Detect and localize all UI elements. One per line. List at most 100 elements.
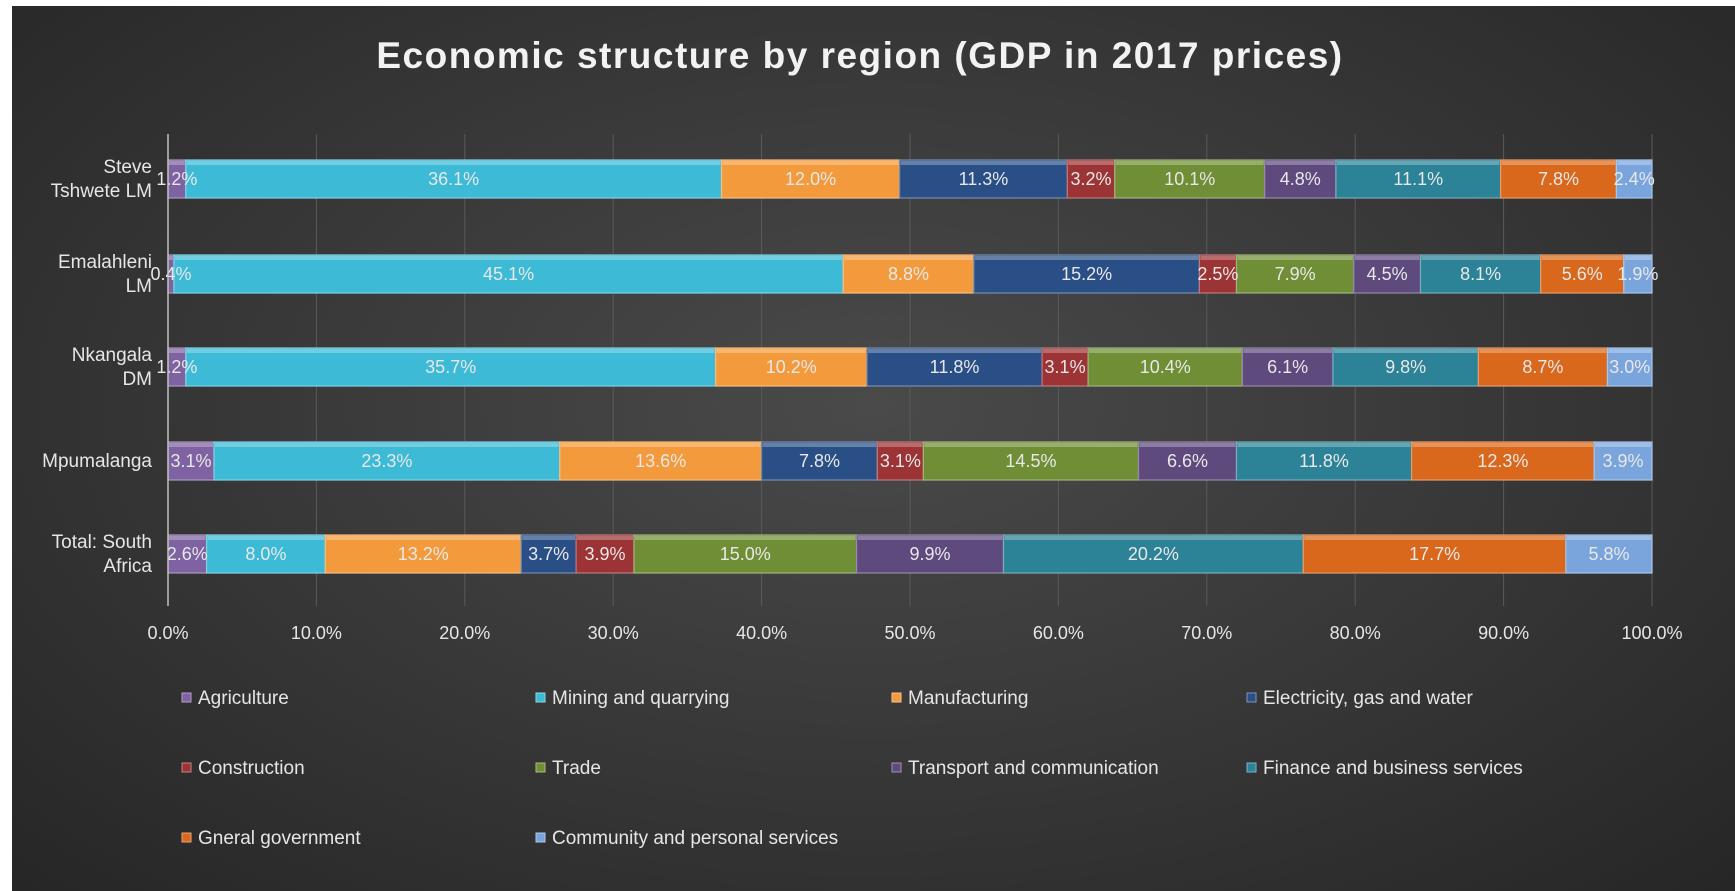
legend-label: Gneral government bbox=[198, 828, 361, 849]
data-label: 7.8% bbox=[799, 451, 840, 471]
data-label: 7.9% bbox=[1275, 264, 1316, 284]
bar-segment bbox=[1198, 254, 1238, 294]
data-label: 17.7% bbox=[1409, 544, 1460, 564]
legend-label: Trade bbox=[552, 758, 601, 779]
category-label: Emalahleni LM bbox=[58, 252, 152, 297]
bar-segment-highlight bbox=[844, 256, 973, 260]
bar-segment bbox=[1623, 254, 1653, 294]
bar-segment-highlight bbox=[1566, 536, 1651, 540]
bar-segment-highlight bbox=[1139, 443, 1236, 447]
data-label: 10.1% bbox=[1164, 169, 1215, 189]
axes: Steve Tshwete LM Emalahleni LM Nkangala DM Mpu… bbox=[42, 134, 1683, 643]
data-label: 3.0% bbox=[1609, 357, 1650, 377]
bar-segment bbox=[720, 159, 901, 199]
bar-segment-highlight bbox=[522, 536, 576, 540]
bar-segment bbox=[899, 159, 1068, 199]
legend-swatch bbox=[1246, 692, 1257, 703]
x-tick-label: 90.0% bbox=[1478, 623, 1529, 643]
bar-segment-highlight bbox=[1354, 256, 1420, 260]
bar-segment bbox=[1565, 534, 1653, 574]
data-label: 13.2% bbox=[398, 544, 449, 564]
bar-segment-highlight bbox=[326, 536, 521, 540]
data-label: 11.8% bbox=[930, 357, 980, 377]
chart-panel: Economic structure by region (GDP in 201… bbox=[12, 6, 1735, 891]
bar-segment bbox=[1353, 254, 1422, 294]
bar-segment-highlight bbox=[186, 161, 721, 165]
data-label: 3.9% bbox=[585, 544, 626, 564]
data-label: 0.4% bbox=[150, 264, 191, 284]
bar-segment bbox=[1477, 347, 1609, 387]
bar-segment-highlight bbox=[1115, 161, 1264, 165]
bar-segment bbox=[185, 347, 717, 387]
bar-segment-highlight bbox=[169, 536, 206, 540]
data-label: 45.1% bbox=[483, 264, 534, 284]
legend-label: Manufacturing bbox=[908, 688, 1028, 709]
legend-label: Community and personal services bbox=[552, 828, 838, 849]
data-label: 9.9% bbox=[910, 544, 951, 564]
bar-segment bbox=[185, 159, 723, 199]
bar-segment bbox=[855, 534, 1005, 574]
category-label: Steve Tshwete LM bbox=[51, 157, 152, 202]
bar-segment bbox=[922, 441, 1140, 481]
bar-segment bbox=[633, 534, 858, 574]
x-tick-label: 100.0% bbox=[1621, 623, 1682, 643]
bar-segment-highlight bbox=[1624, 256, 1651, 260]
bar-segment-highlight bbox=[186, 349, 715, 353]
bar-segment-highlight bbox=[207, 536, 325, 540]
bar-segment-highlight bbox=[974, 256, 1199, 260]
data-label: 10.4% bbox=[1140, 357, 1191, 377]
legend-swatch bbox=[891, 692, 902, 703]
bar-segment bbox=[1264, 159, 1337, 199]
data-label: 2.4% bbox=[1614, 169, 1655, 189]
data-label: 8.7% bbox=[1522, 357, 1563, 377]
bar-segment-highlight bbox=[1595, 443, 1651, 447]
data-label: 6.1% bbox=[1267, 357, 1308, 377]
x-tick-label: 70.0% bbox=[1181, 623, 1232, 643]
bar-segment bbox=[842, 254, 975, 294]
bar-segment-highlight bbox=[169, 161, 185, 165]
bars bbox=[167, 159, 1653, 574]
bar-segment-highlight bbox=[1336, 161, 1500, 165]
data-label: 3.1% bbox=[1045, 357, 1086, 377]
data-label: 2.5% bbox=[1197, 264, 1238, 284]
data-label: 12.3% bbox=[1477, 451, 1528, 471]
bar-segment-highlight bbox=[878, 443, 923, 447]
bar-segment bbox=[167, 441, 215, 481]
x-tick-label: 50.0% bbox=[884, 623, 935, 643]
bar-segment bbox=[520, 534, 577, 574]
category-label: Mpumalanga bbox=[42, 451, 152, 472]
bar-segment-highlight bbox=[215, 443, 559, 447]
chart-title: Economic structure by region (GDP in 201… bbox=[376, 35, 1343, 76]
x-tick-label: 10.0% bbox=[291, 623, 342, 643]
data-label: 36.1% bbox=[428, 169, 479, 189]
bar-segment bbox=[1137, 441, 1238, 481]
data-label: 11.1% bbox=[1393, 169, 1443, 189]
legend-swatch bbox=[181, 762, 192, 773]
legend-swatch bbox=[1246, 762, 1257, 773]
data-label: 1.2% bbox=[156, 169, 197, 189]
bar-segment-highlight bbox=[1243, 349, 1332, 353]
bar-segment-highlight bbox=[1541, 256, 1623, 260]
legend-swatch bbox=[181, 692, 192, 703]
bar-segment-highlight bbox=[1265, 161, 1335, 165]
bar-segment-highlight bbox=[174, 256, 843, 260]
bar-segment bbox=[1606, 347, 1653, 387]
x-tick-label: 20.0% bbox=[439, 623, 490, 643]
data-label: 8.0% bbox=[245, 544, 286, 564]
bar-segment bbox=[575, 534, 635, 574]
bar-segment-highlight bbox=[169, 443, 214, 447]
data-label: 8.1% bbox=[1460, 264, 1501, 284]
legend-swatch bbox=[891, 762, 902, 773]
bar-segment bbox=[1419, 254, 1542, 294]
data-label: 4.8% bbox=[1280, 169, 1321, 189]
bar-segment-highlight bbox=[1412, 443, 1594, 447]
bar-segment-highlight bbox=[634, 536, 856, 540]
data-labels: 1.2% 36.1% 12.0% 11.3% 3.2% 10.1% 4.8% 11.1% 7.8… bbox=[150, 169, 1658, 564]
bar-segment bbox=[866, 347, 1043, 387]
bar-segment-highlight bbox=[169, 349, 185, 353]
data-label: 3.2% bbox=[1071, 169, 1112, 189]
data-label: 11.3% bbox=[959, 169, 1009, 189]
data-label: 3.1% bbox=[170, 451, 211, 471]
x-tick-label: 40.0% bbox=[736, 623, 787, 643]
data-label: 23.3% bbox=[361, 451, 412, 471]
